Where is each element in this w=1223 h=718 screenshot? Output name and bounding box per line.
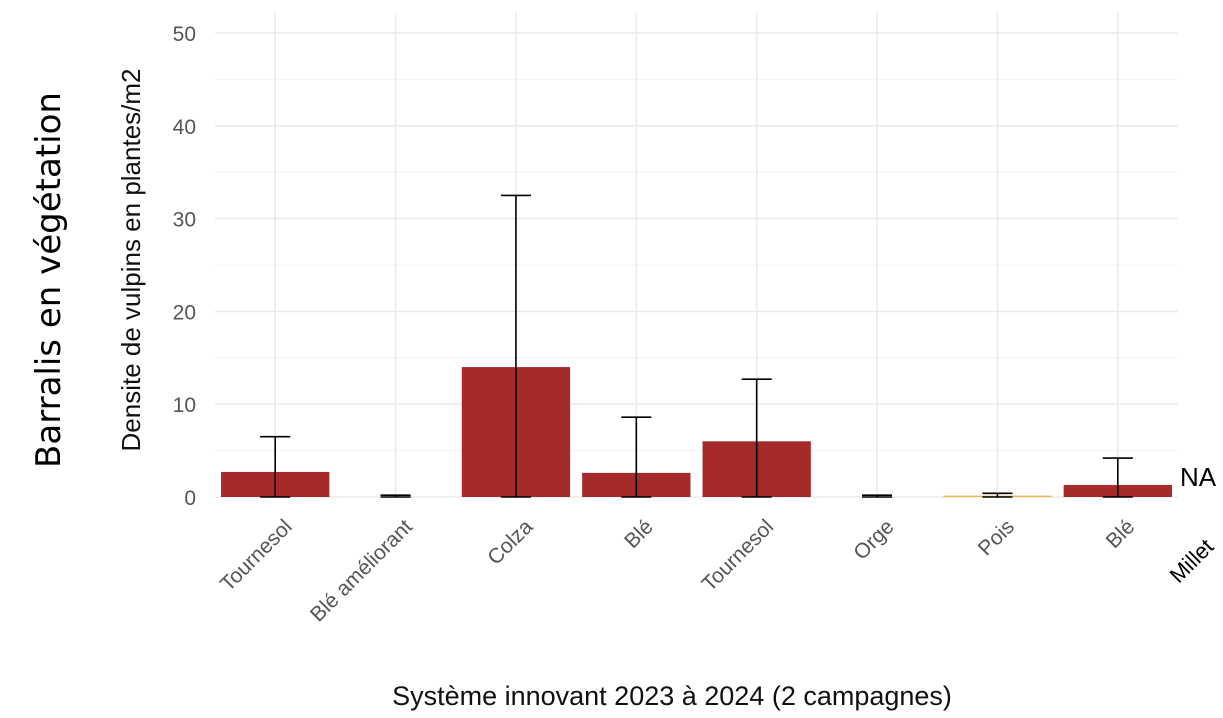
x-tick-label: Blé <box>620 515 658 553</box>
x-tick-label: Colza <box>483 515 537 569</box>
y-tick-label: 30 <box>173 209 196 232</box>
extra-category-label: Millet <box>1165 534 1219 588</box>
y-tick-label: 40 <box>173 116 196 139</box>
side-title: Barralis en végétation <box>29 92 69 468</box>
y-tick-label: 0 <box>184 487 196 510</box>
x-tick-label: Pois <box>974 515 1019 560</box>
x-tick-labels: Tournesol Blé améliorant Colza Blé Tournesol… <box>216 515 1139 626</box>
na-label: NA <box>1180 462 1217 492</box>
y-tick-labels: 0 10 20 30 40 50 <box>173 23 196 510</box>
y-axis-label: Densite de vulpins en plantes/m2 <box>116 68 146 451</box>
x-tick-label: Orge <box>849 515 898 564</box>
x-axis-label: Système innovant 2023 à 2024 (2 campagne… <box>392 681 952 711</box>
x-tick-label: Tournesol <box>216 515 297 596</box>
bars <box>221 367 1172 497</box>
x-tick-label: Blé améliorant <box>306 515 417 626</box>
x-tick-label: Tournesol <box>698 515 779 596</box>
error-bars <box>260 194 1133 498</box>
y-tick-label: 50 <box>173 23 196 46</box>
y-tick-label: 10 <box>173 394 196 417</box>
y-tick-label: 20 <box>173 301 196 324</box>
gridlines <box>215 13 1178 498</box>
x-tick-label: Blé <box>1102 515 1140 553</box>
